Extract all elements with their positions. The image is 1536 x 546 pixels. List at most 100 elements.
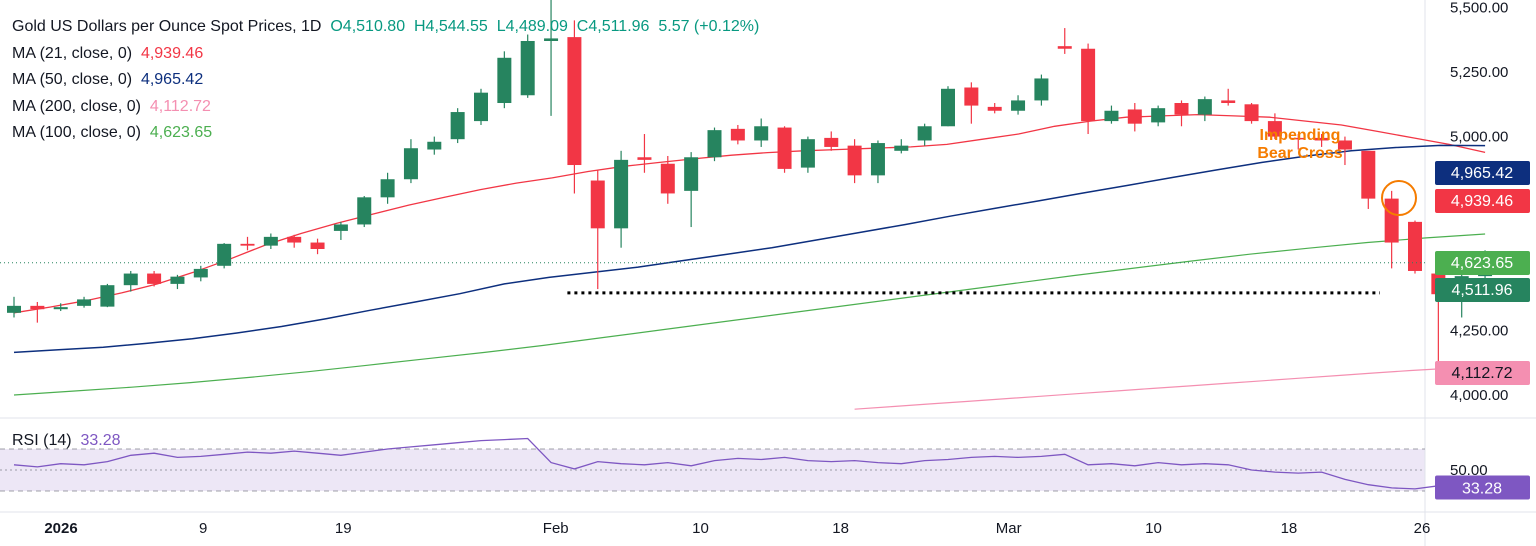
x-tick-label: Feb xyxy=(543,520,569,537)
time-axis[interactable]: 2026 9 19 Feb 10 18 Mar 10 18 26 xyxy=(44,520,1430,537)
y-tick-label: 5,250.00 xyxy=(1450,64,1508,81)
candle xyxy=(1151,105,1166,127)
candle-body xyxy=(310,242,325,250)
rsi-label: RSI (14) xyxy=(12,432,72,449)
candle-body xyxy=(1314,137,1329,141)
candle-body xyxy=(567,37,582,166)
candle xyxy=(1011,95,1026,115)
candle-body xyxy=(240,243,255,246)
price-axis[interactable]: 4,000.004,250.004,500.004,750.005,000.00… xyxy=(1435,0,1530,500)
candle xyxy=(123,270,138,292)
candle xyxy=(403,139,418,184)
annotation-line-1: Impending xyxy=(1260,127,1341,144)
candle-body xyxy=(1081,48,1096,122)
candle-body xyxy=(474,92,488,122)
candle xyxy=(567,20,582,194)
candle-body xyxy=(7,305,21,313)
ma100-label: MA (100, close, 0) xyxy=(12,124,141,141)
candle xyxy=(1337,136,1352,166)
candle xyxy=(1408,220,1422,274)
last-price-tag: 4,511.96 xyxy=(1435,278,1530,302)
rsi-tick-label: 50.00 xyxy=(1450,462,1488,479)
candle xyxy=(964,82,979,124)
ma200-price-tag: 4,112.72 xyxy=(1435,361,1530,385)
candle xyxy=(707,127,722,162)
candle xyxy=(520,34,535,98)
candle-body xyxy=(660,163,675,194)
x-tick-label: 10 xyxy=(1145,520,1162,537)
candle-body xyxy=(357,197,372,225)
candle xyxy=(450,108,465,144)
candle xyxy=(637,134,652,173)
candle-body xyxy=(77,299,92,306)
candle-body xyxy=(287,236,302,243)
ma50-value: 4,965.42 xyxy=(140,71,204,88)
ma21-value: 4,939.46 xyxy=(140,44,204,62)
ma21-legend[interactable]: MA (21, close, 0) 4,939.46 xyxy=(12,41,759,68)
candle xyxy=(754,118,769,147)
candle xyxy=(1174,100,1189,127)
candle xyxy=(1221,88,1236,106)
candle xyxy=(147,270,162,287)
candle-body xyxy=(777,127,792,169)
y-tick-label: 5,500.00 xyxy=(1450,0,1508,16)
x-tick-label: 18 xyxy=(832,520,849,537)
candle xyxy=(1081,43,1096,135)
candle xyxy=(474,88,488,125)
candle xyxy=(357,196,372,228)
ma100-price-tag: 4,623.65 xyxy=(1435,251,1530,275)
candle-body xyxy=(590,180,605,229)
ma21-price-tag: 4,939.46 xyxy=(1435,189,1530,213)
candle-body xyxy=(1361,150,1376,199)
candle xyxy=(217,243,232,269)
candle-body xyxy=(53,307,68,310)
candle xyxy=(263,233,278,250)
ma200-value: 4,112.72 xyxy=(149,97,211,115)
x-tick-label: 19 xyxy=(335,520,352,537)
rsi-line xyxy=(13,437,1486,490)
y-tick-label: 4,250.00 xyxy=(1450,322,1508,339)
candle xyxy=(614,150,629,248)
candle xyxy=(987,103,1002,114)
candle-body xyxy=(1174,103,1189,115)
candle-body xyxy=(964,87,979,106)
candle xyxy=(497,51,512,109)
candle-body xyxy=(1057,46,1072,49)
rsi-legend[interactable]: RSI (14) 33.28 xyxy=(12,432,121,450)
candle-body xyxy=(870,143,885,176)
ma-line-1 xyxy=(13,144,1486,354)
candle-body xyxy=(544,38,559,41)
candle-body xyxy=(1197,99,1212,115)
ma100-legend[interactable]: MA (100, close, 0) 4,623.65 xyxy=(12,120,759,147)
candle-body xyxy=(1034,78,1049,101)
price-tag-label: 4,623.65 xyxy=(1451,255,1513,272)
ma-line-0 xyxy=(13,113,1486,314)
candle xyxy=(941,86,955,127)
candle-body xyxy=(520,40,535,96)
candle-body xyxy=(754,126,769,141)
close-value: C4,511.96 xyxy=(576,18,650,35)
ma-line-2 xyxy=(854,365,1486,410)
candle-body xyxy=(1408,221,1422,271)
price-tag-bg xyxy=(1435,251,1530,275)
candle-body xyxy=(333,224,348,231)
candle xyxy=(1197,96,1212,122)
candle-body xyxy=(917,126,932,141)
ma50-legend[interactable]: MA (50, close, 0) 4,965.42 xyxy=(12,67,759,94)
candle xyxy=(800,136,815,173)
ma200-legend[interactable]: MA (200, close, 0) 4,112.72 xyxy=(12,94,759,121)
ma21-label: MA (21, close, 0) xyxy=(12,44,133,62)
low-value: L4,489.09 xyxy=(496,18,568,35)
candle xyxy=(544,0,559,116)
candle-body xyxy=(170,276,185,284)
candle-body xyxy=(1244,104,1259,122)
candle xyxy=(1244,103,1259,124)
annotation-line-2: Bear Cross xyxy=(1257,145,1342,162)
candle-body xyxy=(217,243,232,266)
rsi-layer xyxy=(0,437,1486,492)
candle-body xyxy=(450,112,465,140)
rsi-price-tag: 33.28 xyxy=(1435,475,1530,500)
candle xyxy=(77,296,92,308)
